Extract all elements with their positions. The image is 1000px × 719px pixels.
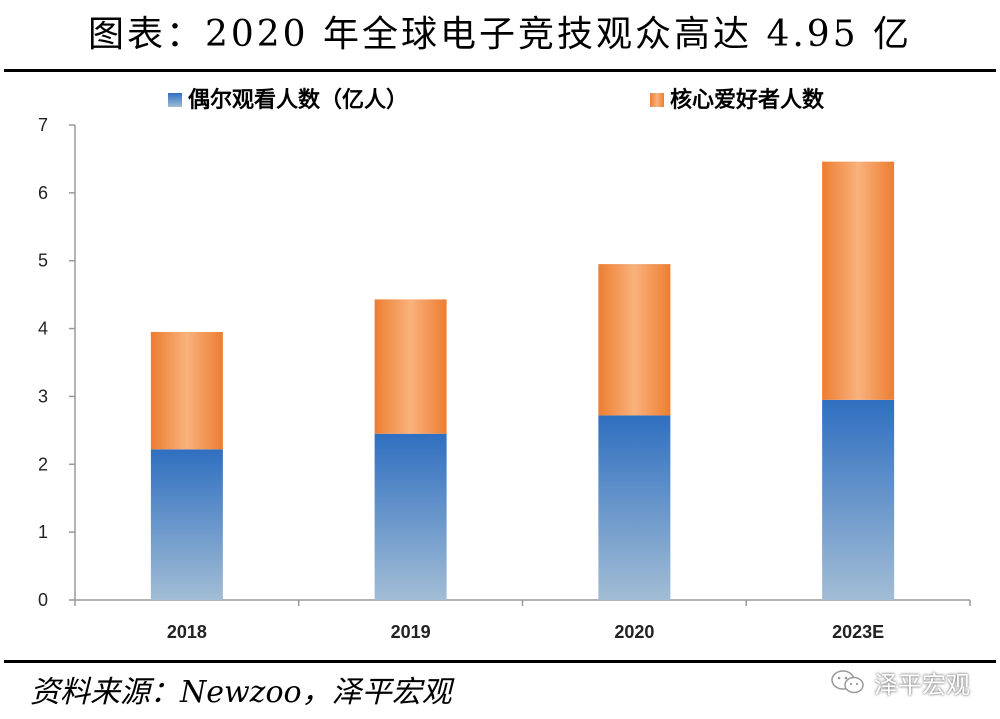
legend: 偶尔观看人数（亿人） 核心爱好者人数	[168, 87, 825, 113]
y-tick-label: 5	[38, 251, 48, 271]
x-category-label: 2023E	[832, 622, 884, 642]
legend-label: 偶尔观看人数（亿人）	[188, 87, 408, 113]
legend-swatch	[168, 93, 182, 107]
watermark-text: 泽平宏观	[874, 670, 970, 699]
bar-occasional-2019	[374, 433, 447, 600]
y-tick-label: 6	[38, 183, 48, 203]
y-tick-label: 7	[38, 115, 48, 135]
axes: 0 1 2 3 4 5 6 7 2018 2019 2020 2023E	[38, 115, 971, 642]
chart-title: 图表：2020 年全球电子竞技观众高达 4.95 亿	[87, 14, 913, 55]
stacked-bar-chart: 偶尔观看人数（亿人） 核心爱好者人数 0 1 2 3 4 5 6 7 2018 2019 2020 20…	[38, 87, 971, 642]
y-tick-label: 1	[38, 522, 48, 542]
bottom-divider	[4, 660, 996, 663]
x-category-label: 2019	[391, 622, 431, 642]
bar-core-2023E	[822, 161, 895, 400]
watermark: 泽平宏观	[830, 662, 970, 702]
bar-occasional-2023E	[822, 399, 895, 600]
legend-swatch	[650, 93, 664, 107]
x-category-label: 2018	[167, 622, 207, 642]
bar-core-2018	[150, 331, 223, 450]
y-tick-label: 3	[38, 386, 48, 406]
y-tick-label: 4	[38, 319, 48, 339]
bars	[150, 161, 895, 600]
x-category-label: 2020	[614, 622, 654, 642]
wechat-icon	[831, 670, 864, 694]
bar-occasional-2018	[150, 449, 223, 600]
bar-occasional-2020	[598, 415, 671, 600]
y-tick-label: 0	[38, 590, 48, 610]
y-tick-label: 2	[38, 454, 48, 474]
legend-label: 核心爱好者人数	[670, 87, 825, 113]
top-divider	[4, 69, 996, 72]
bar-core-2020	[598, 264, 671, 416]
bar-core-2019	[374, 299, 447, 434]
source-note: 资料来源：Newzoo，泽平宏观	[30, 675, 452, 710]
